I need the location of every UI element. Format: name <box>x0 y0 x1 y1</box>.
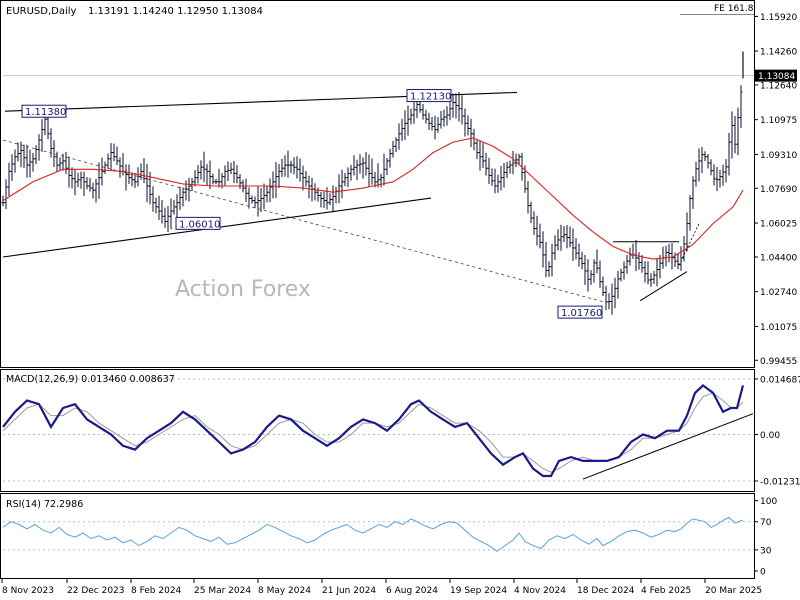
level-box <box>175 216 221 230</box>
rsi-pane-frame <box>0 493 755 579</box>
price-bars <box>1 51 744 315</box>
level-box <box>406 89 452 103</box>
time-tick-label: 8 May 2024 <box>258 586 311 596</box>
time-tick-label: 8 Feb 2024 <box>131 586 182 596</box>
price-axis: 1.15920 1.14260 1.12640 1.10975 1.09310 1.076… <box>754 13 797 367</box>
price-tick-label: 1.04400 <box>760 253 797 263</box>
time-tick-label: 6 Aug 2024 <box>386 586 438 596</box>
price-tick-label: 1.12640 <box>760 81 797 91</box>
level-label: 1.01760 <box>561 308 602 319</box>
time-tick-label: 20 Mar 2025 <box>705 586 762 596</box>
price-tick-label: 1.01075 <box>760 323 797 333</box>
time-axis: 8 Nov 2023 22 Dec 2023 8 Feb 2024 25 Mar 20… <box>1 579 762 596</box>
level-box <box>557 305 603 319</box>
macd-line <box>2 383 745 478</box>
rsi-tick-label: 100 <box>760 497 777 507</box>
price-tick-label: 1.15920 <box>760 13 797 23</box>
macd-tick-label: -0.012314 <box>760 477 800 487</box>
time-tick-label: 22 Dec 2023 <box>67 586 125 596</box>
rsi-tick-label: 0 <box>760 567 766 577</box>
moving-average <box>2 137 744 260</box>
signal-line <box>2 392 744 473</box>
macd-tick-label: 0.014687 <box>760 375 800 385</box>
rsi-pane: 100 70 30 0 <box>2 497 777 577</box>
rsi-tick-label: 70 <box>760 518 772 528</box>
price-tick-label: 1.14260 <box>760 48 797 58</box>
price-tick-label: 1.07690 <box>760 185 797 195</box>
time-tick-label: 4 Nov 2024 <box>514 586 566 596</box>
current-price-label: 1.13084 <box>758 72 795 82</box>
level-box <box>21 104 67 118</box>
time-tick-label: 21 Jun 2024 <box>322 586 376 596</box>
rsi-line <box>2 516 744 552</box>
time-tick-label: 4 Feb 2025 <box>641 586 691 596</box>
price-tick-label: 0.99455 <box>760 357 797 367</box>
level-label: 1.12130 <box>410 92 451 103</box>
chart-title: EURUSD,Daily <box>6 6 77 17</box>
dashed-trendline <box>2 139 604 303</box>
rsi-tick-label: 30 <box>760 546 772 556</box>
time-tick-label: 8 Nov 2023 <box>2 586 54 596</box>
price-tick-label: 1.10975 <box>760 116 797 126</box>
level-label: 1.11380 <box>25 107 66 118</box>
price-tick-label: 1.09310 <box>760 151 797 161</box>
time-tick-label: 25 Mar 2024 <box>194 586 251 596</box>
macd-tick-label: 0.00 <box>760 431 780 441</box>
level-label: 1.06010 <box>179 219 220 230</box>
ma-line <box>2 137 744 260</box>
price-annotations: 1.11380 1.12130 1.06010 1.01760 <box>21 89 603 319</box>
macd-pane-frame <box>0 369 755 492</box>
macd-title: MACD(12,26,9) 0.013460 0.008637 <box>6 374 175 385</box>
macd-trendline <box>582 413 754 480</box>
price-tick-label: 1.02740 <box>760 288 797 298</box>
fe-label: FE 161.8 <box>714 4 754 14</box>
time-tick-label: 18 Dec 2024 <box>577 586 635 596</box>
watermark: Action Forex <box>175 277 311 302</box>
triangle-bottom <box>639 271 688 302</box>
current-price-box <box>755 69 797 82</box>
time-tick-label: 19 Sep 2024 <box>450 586 507 596</box>
macd-pane: 0.014687 0.00 -0.012314 <box>2 375 800 487</box>
rsi-title: RSI(14) 72.2986 <box>6 499 83 510</box>
price-tick-label: 1.06025 <box>760 220 797 230</box>
ohlc-values: 1.13191 1.14240 1.12950 1.13084 <box>88 6 263 17</box>
